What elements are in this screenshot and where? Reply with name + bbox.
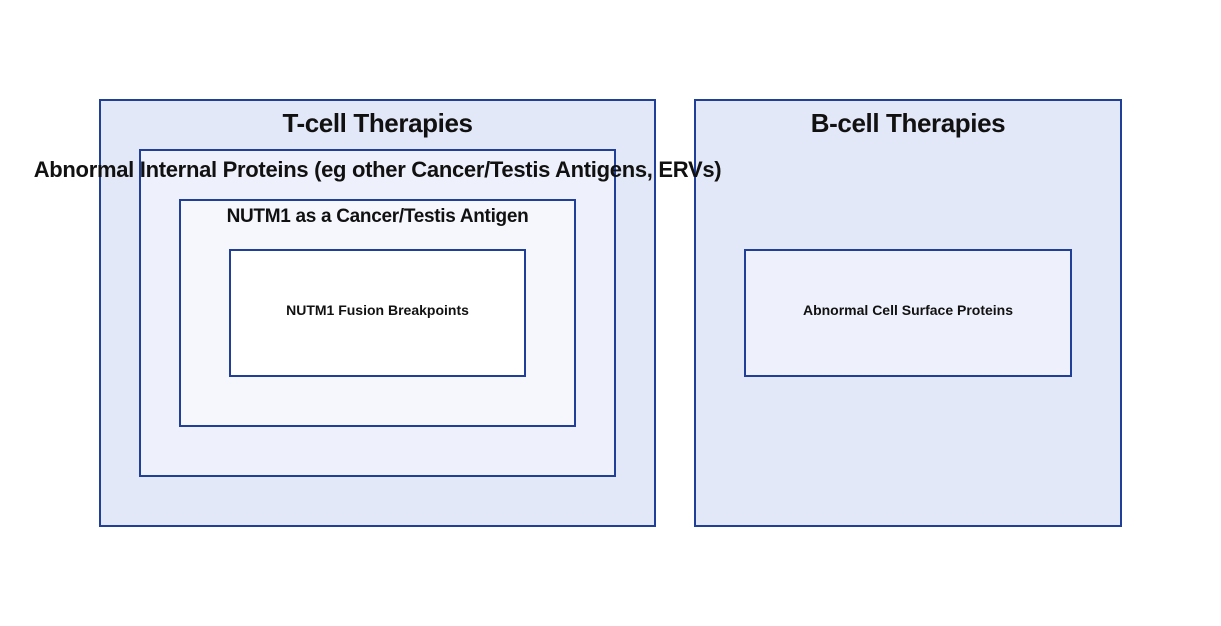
nutm1-fusion-breakpoints-box — [229, 249, 526, 377]
t-cell-therapies-title: T-cell Therapies — [282, 108, 473, 138]
abnormal-cell-surface-proteins-box — [744, 249, 1072, 377]
abnormal-cell-surface-proteins-title: Abnormal Cell Surface Proteins — [802, 302, 1014, 318]
b-cell-therapies-title: B-cell Therapies — [810, 108, 1006, 138]
nutm1-fusion-breakpoints-title: NUTM1 Fusion Breakpoints — [286, 302, 469, 318]
abnormal-internal-proteins-title: Abnormal Internal Proteins (eg other Can… — [33, 157, 722, 182]
nutm1-cancer-testis-antigen-title: NUTM1 as a Cancer/Testis Antigen — [226, 206, 529, 227]
